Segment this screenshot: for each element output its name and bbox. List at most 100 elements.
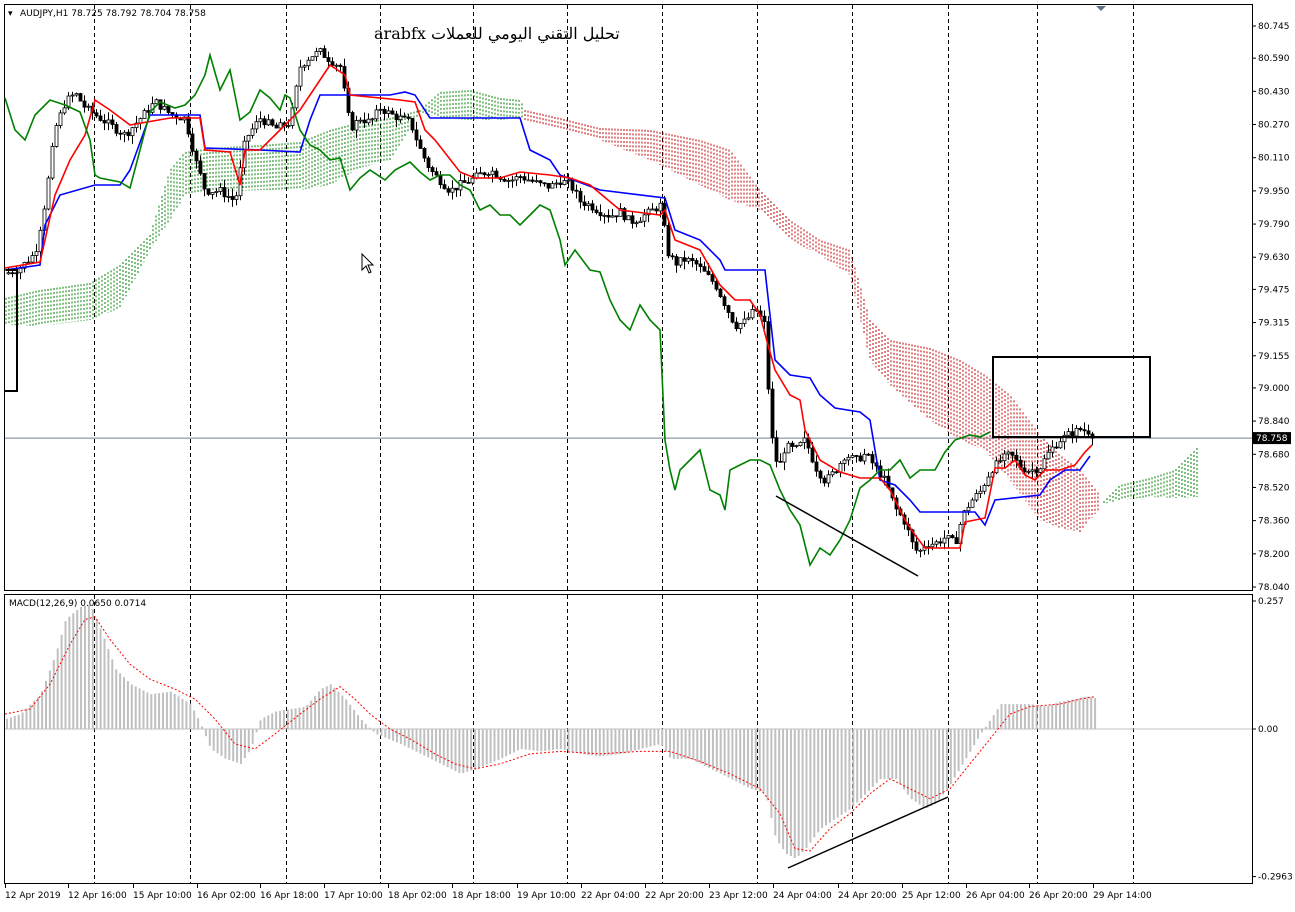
macd-bar bbox=[1043, 706, 1046, 729]
macd-bar bbox=[723, 729, 726, 776]
candle-body bbox=[1034, 469, 1039, 473]
candle-body bbox=[678, 257, 683, 266]
macd-bar bbox=[910, 729, 913, 800]
candle-body bbox=[974, 493, 979, 501]
candle-body bbox=[726, 305, 731, 313]
macd-bar bbox=[1023, 704, 1026, 729]
macd-bar bbox=[333, 687, 336, 729]
macd-bar bbox=[470, 729, 473, 771]
current-price-badge bbox=[1253, 432, 1291, 445]
candle-body bbox=[246, 134, 251, 142]
macd-bar bbox=[622, 729, 625, 754]
macd-bar bbox=[782, 729, 785, 850]
macd-bar bbox=[321, 688, 324, 729]
candle-body bbox=[258, 118, 263, 123]
macd-bar bbox=[1090, 697, 1093, 729]
candle-body bbox=[562, 180, 567, 185]
candle-body bbox=[438, 174, 443, 186]
macd-bar bbox=[735, 729, 738, 782]
macd-bar bbox=[76, 610, 79, 729]
candle-body bbox=[514, 176, 519, 181]
candle-body bbox=[522, 176, 527, 181]
candle-body bbox=[106, 119, 111, 124]
candle-body bbox=[130, 127, 135, 137]
macd-bar bbox=[700, 729, 703, 764]
candle-body bbox=[986, 476, 991, 486]
macd-bar bbox=[922, 729, 925, 808]
macd-bar bbox=[965, 729, 968, 759]
shift-marker-icon[interactable] bbox=[1096, 6, 1106, 11]
candle-body bbox=[1010, 451, 1015, 456]
candle-body bbox=[1022, 467, 1027, 473]
macd-bar bbox=[1086, 696, 1089, 729]
macd-bar bbox=[407, 729, 410, 748]
candle-body bbox=[802, 437, 807, 443]
macd-trendline[interactable] bbox=[787, 796, 949, 869]
candle-body bbox=[1054, 446, 1059, 449]
macd-bar bbox=[489, 729, 492, 764]
macd-bar bbox=[251, 729, 254, 744]
candle-body bbox=[218, 187, 223, 192]
macd-bar bbox=[762, 729, 765, 793]
candle-body bbox=[1058, 441, 1063, 449]
current-price-label: 78.758 bbox=[1256, 434, 1288, 444]
time-tick-label: 15 Apr 10:00 bbox=[133, 891, 192, 901]
macd-bar bbox=[602, 729, 605, 757]
candle-body bbox=[94, 112, 99, 117]
candle-body bbox=[798, 442, 803, 447]
candle-body bbox=[322, 48, 327, 58]
candle-body bbox=[746, 317, 751, 320]
candle-body bbox=[374, 109, 379, 120]
macd-bar bbox=[583, 729, 586, 755]
macd-bar bbox=[17, 714, 20, 729]
macd-bar bbox=[887, 729, 890, 779]
macd-bar bbox=[992, 715, 995, 729]
candle-body bbox=[610, 215, 615, 218]
candle-body bbox=[442, 184, 447, 190]
price-tick-label: 79.950 bbox=[1258, 187, 1290, 197]
candle-body bbox=[866, 453, 871, 456]
candle-body bbox=[102, 120, 107, 124]
macd-bar bbox=[871, 729, 874, 787]
macd-bar bbox=[513, 729, 515, 753]
macd-bar bbox=[1035, 705, 1038, 729]
macd-bar bbox=[21, 712, 24, 729]
candle-body bbox=[950, 535, 955, 539]
candle-body bbox=[406, 116, 411, 119]
candle-body bbox=[1082, 429, 1087, 432]
candle-body bbox=[918, 549, 923, 552]
macd-bar bbox=[501, 729, 504, 759]
candle-body bbox=[622, 208, 627, 221]
macd-bar bbox=[1000, 704, 1003, 729]
candle-body bbox=[62, 107, 67, 114]
macd-bar bbox=[290, 708, 293, 729]
macd-bar bbox=[80, 606, 83, 729]
candle-body bbox=[810, 447, 815, 463]
macd-bar bbox=[33, 700, 36, 729]
candle-body bbox=[210, 192, 215, 195]
candle-body bbox=[354, 120, 359, 131]
candle-body bbox=[790, 442, 795, 447]
candle-body bbox=[830, 471, 835, 476]
macd-bar bbox=[1004, 704, 1007, 729]
candle-body bbox=[834, 471, 839, 474]
price-trendline[interactable] bbox=[775, 495, 919, 577]
macd-bar bbox=[875, 729, 878, 784]
macd-bar bbox=[360, 719, 363, 729]
macd-bar bbox=[809, 729, 812, 843]
macd-bar bbox=[399, 729, 402, 744]
macd-bar bbox=[579, 729, 582, 754]
candle-body bbox=[1038, 468, 1043, 473]
candle-body bbox=[1002, 453, 1007, 462]
macd-bar bbox=[458, 729, 461, 774]
macd-bar bbox=[165, 692, 168, 729]
candle-body bbox=[842, 459, 847, 464]
macd-bar bbox=[1012, 704, 1015, 729]
macd-bar bbox=[380, 729, 383, 737]
resistance-rectangle[interactable] bbox=[992, 356, 1151, 438]
macd-tick-label: 0.257 bbox=[1258, 597, 1284, 607]
macd-bar bbox=[446, 729, 449, 768]
macd-bar bbox=[189, 703, 192, 729]
left-bracket-annotation[interactable] bbox=[5, 269, 18, 392]
